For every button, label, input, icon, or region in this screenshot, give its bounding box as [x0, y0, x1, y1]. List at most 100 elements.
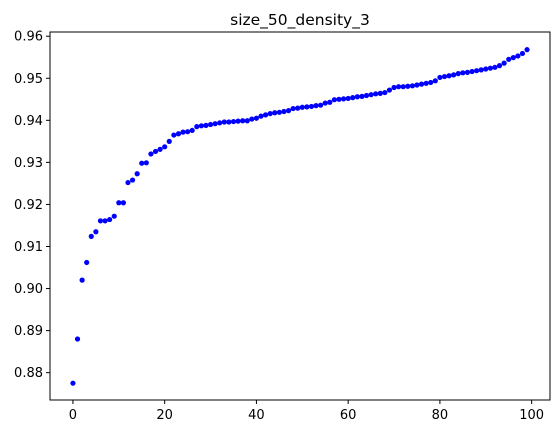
data-point: [331, 97, 337, 103]
data-point: [235, 118, 241, 124]
data-point: [350, 95, 356, 101]
data-point: [506, 56, 512, 62]
data-point: [102, 218, 108, 224]
data-point: [198, 123, 204, 129]
data-point: [304, 104, 310, 110]
data-point: [148, 151, 154, 157]
data-point: [318, 102, 324, 108]
data-point: [285, 108, 292, 114]
data-point: [226, 119, 232, 125]
data-point: [267, 110, 273, 117]
data-point: [437, 74, 443, 81]
data-point: [134, 171, 140, 177]
data-point: [249, 116, 255, 122]
data-point: [194, 124, 200, 130]
data-point: [340, 96, 347, 102]
x-tick-label: 60: [340, 408, 357, 423]
data-point: [253, 115, 260, 121]
data-point: [354, 94, 360, 100]
data-point: [97, 218, 104, 224]
data-point: [84, 259, 90, 266]
data-point: [359, 93, 365, 99]
data-point: [418, 81, 425, 87]
data-point: [483, 66, 489, 72]
x-tick-label: 40: [248, 408, 265, 423]
data-point: [474, 68, 480, 74]
data-point: [276, 109, 282, 115]
data-point: [212, 121, 218, 127]
data-point: [143, 160, 149, 166]
y-axis: 0.88 0.89 0.90 0.91 0.92 0.93 0.94 0.95 0.96: [14, 30, 50, 381]
chart-title: size_50_density_3: [230, 11, 370, 30]
data-point: [391, 84, 397, 91]
x-tick-label: 20: [156, 408, 173, 423]
data-point: [428, 79, 434, 86]
y-tick-label: 0.92: [14, 198, 43, 213]
data-point: [189, 127, 195, 134]
data-point: [382, 89, 388, 96]
data-point: [258, 113, 264, 119]
data-point: [125, 179, 131, 186]
data-point: [171, 132, 177, 138]
y-tick-label: 0.96: [14, 30, 43, 45]
data-point: [120, 200, 126, 206]
data-point: [524, 47, 530, 53]
y-tick-label: 0.94: [14, 114, 43, 129]
data-point: [345, 95, 351, 102]
data-point: [464, 69, 471, 75]
data-point: [295, 105, 301, 111]
data-point: [230, 118, 237, 125]
x-tick-label: 100: [519, 408, 544, 423]
data-point: [336, 96, 342, 102]
data-point: [74, 336, 81, 342]
data-point: [116, 200, 122, 206]
data-point: [88, 233, 94, 239]
data-point: [405, 83, 411, 89]
data-point: [308, 103, 315, 110]
data-point: [451, 72, 457, 78]
data-point: [510, 55, 516, 61]
data-point: [386, 87, 393, 93]
y-tick-label: 0.93: [14, 156, 43, 171]
x-axis: 0 20 40 60 80 100: [69, 400, 544, 423]
data-point: [396, 84, 402, 90]
data-point: [414, 82, 420, 88]
data-point: [441, 73, 448, 80]
data-point: [180, 129, 186, 135]
data-point: [299, 104, 305, 110]
data-point: [519, 50, 526, 57]
data-point: [281, 108, 287, 115]
data-point: [460, 70, 466, 76]
data-point: [162, 144, 168, 150]
data-point: [139, 160, 145, 166]
data-point: [70, 380, 76, 386]
y-tick-label: 0.95: [14, 72, 43, 87]
data-point: [221, 119, 227, 125]
data-point: [322, 100, 328, 106]
y-tick-label: 0.88: [14, 366, 43, 381]
data-point: [400, 84, 406, 90]
data-point: [487, 65, 493, 71]
data-point: [313, 103, 319, 109]
data-point: [240, 118, 246, 124]
data-point: [501, 60, 507, 66]
data-point: [129, 177, 136, 183]
data-point: [107, 216, 113, 223]
data-point: [409, 83, 415, 89]
data-point: [492, 64, 498, 70]
data-point: [166, 138, 172, 144]
data-point: [469, 68, 475, 75]
data-point: [373, 91, 379, 97]
data-point: [432, 78, 438, 84]
data-point: [175, 131, 182, 137]
data-point: [290, 105, 296, 112]
data-point: [368, 92, 374, 98]
data-point: [496, 63, 503, 69]
data-point: [423, 80, 429, 86]
data-point: [327, 99, 333, 105]
data-point: [363, 92, 370, 99]
data-point: [263, 112, 269, 118]
data-point: [111, 213, 117, 219]
